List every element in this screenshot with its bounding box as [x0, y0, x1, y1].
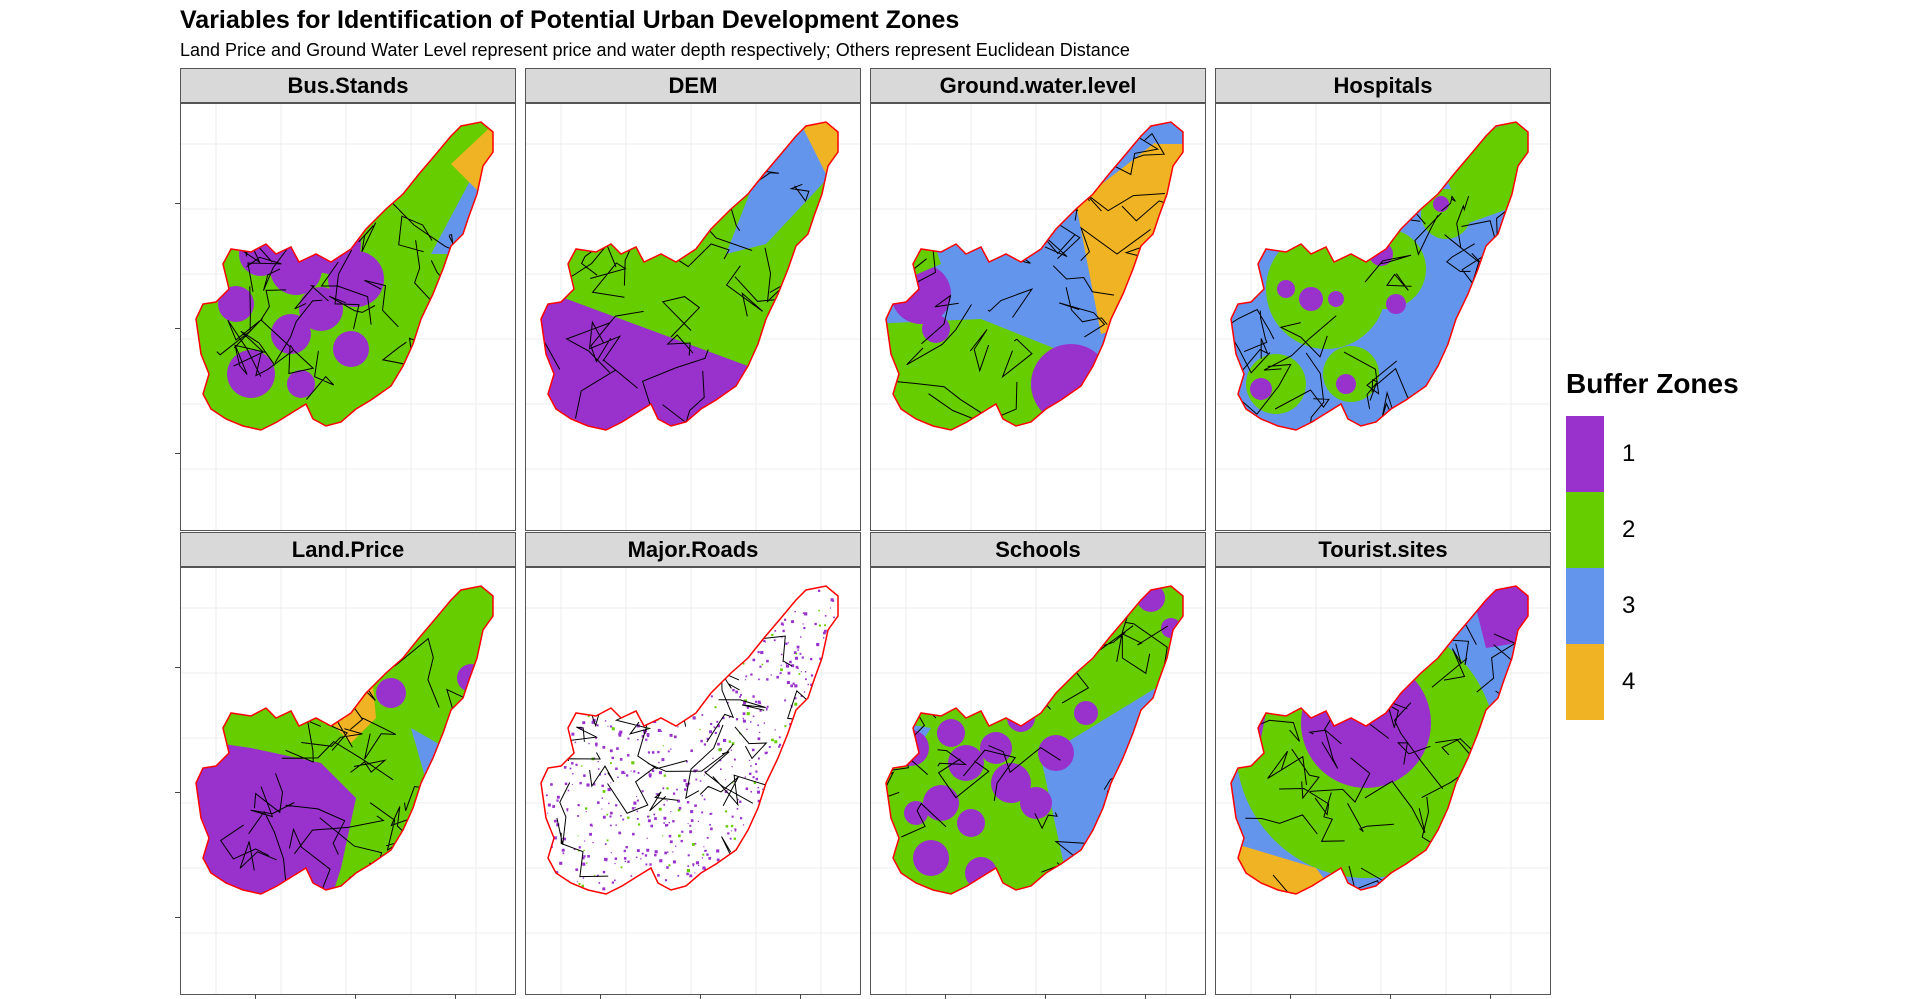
legend-key-3 — [1566, 568, 1604, 644]
facet-map — [181, 104, 515, 530]
buffer-zone-fill — [871, 104, 1205, 530]
buffer-zone-fill — [526, 104, 860, 530]
facet-map — [181, 568, 515, 994]
buffer-zone-fill — [526, 568, 860, 994]
legend-label-3: 3 — [1622, 592, 1635, 620]
x-axis-tick — [600, 994, 601, 999]
legend-label-1: 1 — [1622, 440, 1635, 468]
x-axis-tick — [1145, 994, 1146, 999]
facet-major-roads: Major.Roads — [525, 532, 861, 995]
legend-label-2: 2 — [1622, 516, 1635, 544]
buffer-zone-fill — [1216, 568, 1550, 994]
facet-schools: Schools — [870, 532, 1206, 995]
buffer-zone-fill — [181, 104, 515, 530]
facet-map-panel — [180, 567, 516, 995]
x-axis-tick — [255, 994, 256, 999]
x-axis-tick — [455, 994, 456, 999]
facet-map — [871, 568, 1205, 994]
x-axis-tick — [1045, 994, 1046, 999]
buffer-zone-fill — [181, 568, 515, 994]
facet-bus-stands: Bus.Stands — [180, 68, 516, 531]
facet-strip-label: Bus.Stands — [180, 68, 516, 103]
x-axis-tick — [945, 994, 946, 999]
y-axis-tick — [175, 453, 180, 454]
facet-map — [526, 104, 860, 530]
facet-strip-label: Hospitals — [1215, 68, 1551, 103]
legend-label-4: 4 — [1622, 668, 1635, 696]
facet-strip-label: Land.Price — [180, 532, 516, 567]
facet-strip-label: Schools — [870, 532, 1206, 567]
y-axis-tick — [175, 328, 180, 329]
facet-strip-label: Ground.water.level — [870, 68, 1206, 103]
legend-title: Buffer Zones — [1566, 368, 1739, 400]
facet-strip-label: Tourist.sites — [1215, 532, 1551, 567]
buffer-zone-fill — [871, 568, 1205, 994]
x-axis-tick — [700, 994, 701, 999]
x-axis-tick — [1490, 994, 1491, 999]
y-axis-tick — [175, 917, 180, 918]
facet-dem: DEM — [525, 68, 861, 531]
facet-strip-label: Major.Roads — [525, 532, 861, 567]
legend-key-1 — [1566, 416, 1604, 492]
legend: Buffer Zones 1 2 3 4 — [1566, 368, 1786, 728]
facet-map — [1216, 104, 1550, 530]
facet-hospitals: Hospitals — [1215, 68, 1551, 531]
facet-map — [1216, 568, 1550, 994]
facet-map-panel — [180, 103, 516, 531]
facet-ground-water-level: Ground.water.level — [870, 68, 1206, 531]
facet-map — [871, 104, 1205, 530]
facet-land-price: Land.Price — [180, 532, 516, 995]
facet-tourist-sites: Tourist.sites — [1215, 532, 1551, 995]
facet-map-panel — [1215, 567, 1551, 995]
facet-map — [526, 568, 860, 994]
legend-key-2 — [1566, 492, 1604, 568]
buffer-zone-fill — [1216, 104, 1550, 530]
facet-map-panel — [870, 567, 1206, 995]
facet-map-panel — [525, 567, 861, 995]
facet-strip-label: DEM — [525, 68, 861, 103]
facet-map-panel — [1215, 103, 1551, 531]
x-axis-tick — [1290, 994, 1291, 999]
facet-map-panel — [870, 103, 1206, 531]
x-axis-tick — [355, 994, 356, 999]
y-axis-tick — [175, 667, 180, 668]
x-axis-tick — [1390, 994, 1391, 999]
y-axis-tick — [175, 203, 180, 204]
x-axis-tick — [800, 994, 801, 999]
legend-key-4 — [1566, 644, 1604, 720]
y-axis-tick — [175, 792, 180, 793]
facet-map-panel — [525, 103, 861, 531]
